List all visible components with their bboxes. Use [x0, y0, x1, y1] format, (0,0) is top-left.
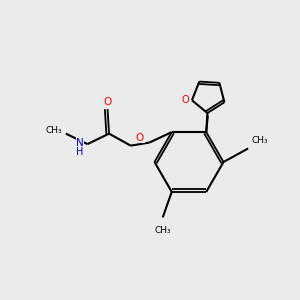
Text: O: O	[136, 133, 144, 142]
Text: O: O	[182, 95, 189, 105]
Text: O: O	[103, 98, 112, 107]
Text: CH₃: CH₃	[46, 126, 62, 135]
Text: CH₃: CH₃	[252, 136, 268, 145]
Text: N: N	[76, 138, 84, 148]
Text: CH₃: CH₃	[154, 226, 171, 235]
Text: H: H	[76, 147, 84, 157]
